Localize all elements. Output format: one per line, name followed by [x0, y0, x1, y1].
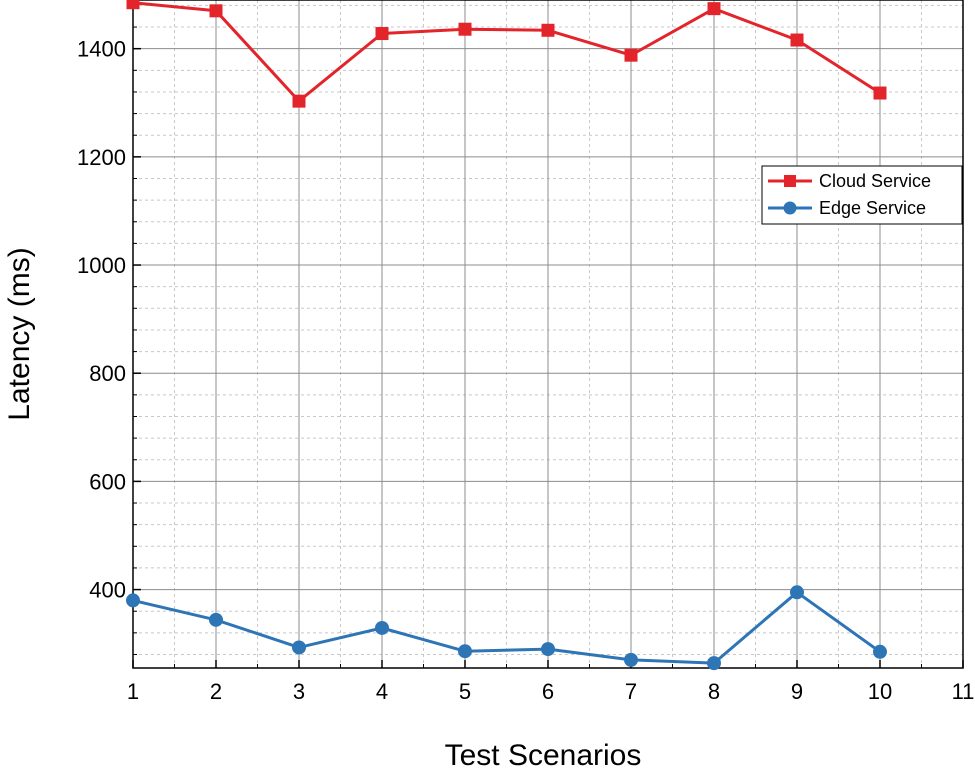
data-point-square — [458, 22, 472, 36]
data-point-square — [292, 94, 306, 108]
legend-entry: Cloud Service — [768, 171, 931, 191]
data-point-square — [873, 86, 887, 100]
x-tick-label: 10 — [868, 679, 892, 704]
series-line — [132, 590, 881, 665]
x-axis-tick-labels: 1 2 3 4 5 6 7 8 9 10 11 — [127, 679, 975, 704]
y-tick-label: 400 — [89, 578, 126, 603]
data-point-circle — [126, 593, 140, 608]
x-tick-label: 9 — [791, 679, 803, 704]
y-axis-title: Latency (ms) — [3, 247, 36, 420]
x-tick-label: 2 — [210, 679, 222, 704]
x-tick-label: 6 — [542, 679, 554, 704]
legend-marker-square — [784, 175, 796, 187]
y-tick-label: 600 — [89, 469, 126, 494]
y-tick-label: 1400 — [77, 37, 126, 62]
y-tick-label: 1200 — [77, 145, 126, 170]
x-axis-title: Test Scenarios — [445, 739, 642, 769]
data-point-circle — [624, 652, 638, 667]
data-point-circle — [873, 644, 887, 659]
x-tick-label: 3 — [293, 679, 305, 704]
series-layer — [126, 0, 887, 671]
data-point-square — [790, 33, 804, 47]
legend-entry: Edge Service — [768, 198, 926, 218]
y-axis-tick-labels: 400 600 800 1000 1200 1400 — [77, 37, 126, 603]
y-tick-label: 800 — [89, 361, 126, 386]
legend: Cloud Service Edge Service — [761, 165, 963, 225]
major-gridlines — [132, 0, 964, 668]
x-tick-label: 7 — [625, 679, 637, 704]
data-point-circle — [790, 585, 804, 600]
x-tick-label: 11 — [952, 679, 975, 704]
x-tick-label: 8 — [708, 679, 720, 704]
data-point-square — [624, 48, 638, 62]
data-point-circle — [292, 640, 306, 655]
data-point-circle — [541, 642, 555, 657]
data-point-circle — [458, 644, 472, 659]
series-cloud-service — [126, 0, 887, 108]
legend-label: Cloud Service — [819, 171, 931, 191]
series-edge-service — [126, 585, 887, 671]
data-point-square — [375, 27, 389, 41]
legend-marker-circle — [783, 201, 797, 215]
y-tick-label: 1000 — [77, 253, 126, 278]
data-point-circle — [375, 620, 389, 635]
data-point-square — [126, 0, 140, 10]
x-tick-label: 1 — [127, 679, 139, 704]
data-point-square — [209, 4, 223, 18]
x-tick-label: 4 — [376, 679, 388, 704]
data-point-square — [541, 23, 555, 37]
x-tick-label: 5 — [459, 679, 471, 704]
data-point-square — [707, 2, 721, 16]
axis-ticks — [132, 4, 964, 668]
data-point-circle — [707, 656, 721, 671]
data-point-circle — [209, 612, 223, 627]
series-line — [132, 1, 881, 103]
legend-label: Edge Service — [819, 198, 926, 218]
